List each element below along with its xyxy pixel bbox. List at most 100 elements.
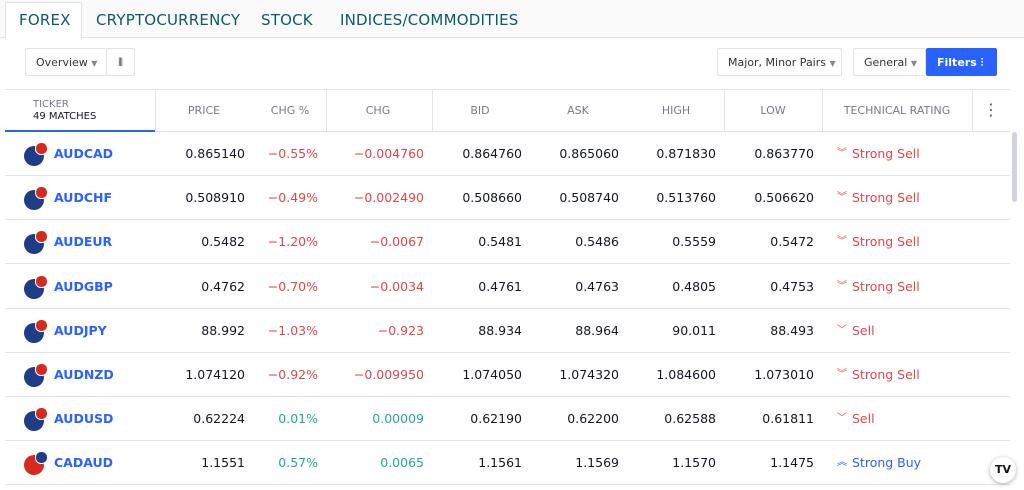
row-border: [5, 175, 1010, 176]
cell: −0.70%: [267, 278, 318, 294]
rating-icon: ︾: [837, 192, 847, 204]
flag-badge: [35, 186, 48, 200]
rating-icon: ︾: [837, 148, 847, 159]
pairs-dropdown[interactable]: Major, Minor Pairs ▼: [717, 48, 842, 76]
cell: 0.5482: [201, 234, 245, 250]
cell: 0.62224: [193, 411, 245, 427]
column-separator: [724, 89, 725, 132]
row-border: [5, 263, 1010, 265]
cell: 1.074050: [462, 367, 522, 382]
row-border: [5, 307, 1010, 309]
column-header[interactable]: CHG %: [270, 104, 310, 117]
cell: 0.513760: [656, 190, 716, 206]
cell: 0.865140: [185, 146, 245, 161]
ticker-link[interactable]: AUDNZD: [54, 367, 114, 382]
pairs-label: Major, Minor Pairs: [728, 56, 826, 69]
ticker-header[interactable]: TICKER: [33, 99, 69, 110]
cell: 0.4763: [575, 278, 619, 294]
cell: 0.5481: [478, 234, 522, 250]
cell: −0.49%: [267, 190, 318, 206]
cell: −0.92%: [267, 367, 318, 382]
ticker-link[interactable]: AUDEUR: [54, 234, 113, 250]
cell: −0.004760: [353, 146, 424, 161]
cell: 88.964: [575, 322, 619, 338]
columns-dropdown[interactable]: General ▼: [853, 48, 926, 76]
cell: 0.0065: [380, 455, 424, 471]
column-separator: [822, 89, 823, 132]
view-dropdown[interactable]: Overview ▼: [25, 48, 107, 76]
cell: 0.62200: [567, 411, 619, 427]
cell: 88.934: [478, 322, 522, 338]
cell: 88.493: [770, 322, 814, 338]
cell: 0.4805: [672, 278, 716, 294]
cell: −0.0034: [369, 278, 424, 294]
cell: 0.5486: [575, 234, 619, 250]
ticker-link[interactable]: AUDCHF: [54, 190, 112, 206]
cell: 0.864760: [462, 146, 522, 161]
column-header[interactable]: PRICE: [187, 104, 221, 117]
column-header[interactable]: TECHNICAL RATING: [843, 104, 951, 117]
ticker-link[interactable]: AUDGBP: [54, 278, 113, 294]
filters-label: Filters: [937, 56, 977, 69]
rating-icon: ︾: [837, 280, 847, 292]
tab[interactable]: STOCK: [261, 11, 313, 29]
rating-icon: ︾: [837, 236, 847, 248]
column-header[interactable]: CHG: [365, 104, 391, 117]
column-header[interactable]: BID: [470, 104, 490, 117]
cell: 0.01%: [278, 411, 318, 427]
cell: −1.03%: [267, 322, 318, 338]
cell: 0.62190: [470, 411, 522, 427]
ticker-link[interactable]: AUDCAD: [54, 146, 114, 161]
rating-icon: ︾: [837, 369, 847, 380]
cell: 0.4761: [478, 278, 522, 294]
flag-badge: [35, 318, 48, 332]
flag-badge: [35, 363, 48, 376]
row-border: [5, 484, 1010, 486]
scrollbar: [1012, 132, 1017, 202]
technical-rating: Strong Sell: [852, 234, 920, 250]
column-header[interactable]: ASK: [567, 104, 589, 117]
flag-badge: [35, 142, 48, 155]
ticker-link[interactable]: AUDJPY: [54, 322, 107, 338]
tab[interactable]: INDICES/COMMODITIES: [340, 11, 519, 29]
ticker-link[interactable]: CADAUD: [54, 455, 114, 471]
header-border: [5, 89, 1010, 132]
ticker-link[interactable]: AUDUSD: [54, 411, 114, 427]
cell: 1.1569: [575, 455, 619, 471]
row-border: [5, 440, 1010, 442]
ticker-underline: [5, 130, 155, 132]
technical-rating: Sell: [852, 322, 875, 338]
flag-badge: [35, 407, 48, 421]
row-border: [5, 351, 1010, 353]
logo: TV: [990, 457, 1016, 483]
column-header[interactable]: LOW: [760, 104, 786, 117]
cell: 0.61811: [762, 411, 814, 427]
cell: 90.011: [672, 322, 716, 338]
cell: 0.00009: [372, 411, 424, 427]
technical-rating: Strong Buy: [852, 455, 922, 471]
cell: 88.992: [201, 322, 245, 338]
row-border: [5, 396, 1010, 397]
layout-button[interactable]: ⫴: [106, 48, 135, 76]
technical-rating: Strong Sell: [852, 146, 920, 161]
technical-rating: Sell: [852, 411, 875, 427]
rating-icon: ︽: [837, 457, 847, 469]
technical-rating: Strong Sell: [852, 367, 920, 382]
cell: −0.923: [377, 322, 424, 338]
cell: 1.074320: [559, 367, 619, 382]
flag-badge: [35, 274, 48, 288]
caret: ▼: [829, 59, 836, 68]
cell: 0.508740: [559, 190, 619, 206]
column-separator: [972, 89, 973, 132]
columns-label: General: [864, 56, 908, 69]
tab[interactable]: CRYPTOCURRENCY: [96, 11, 241, 29]
column-header[interactable]: HIGH: [661, 104, 691, 117]
more-button[interactable]: ⋮: [983, 100, 999, 119]
tab[interactable]: FOREX: [19, 11, 71, 29]
filters-button[interactable]: Filters ⫶: [926, 48, 997, 76]
cell: 0.4753: [770, 278, 814, 294]
cell: 0.5559: [672, 234, 716, 250]
cell: 0.865060: [559, 146, 619, 161]
cell: 1.1551: [201, 455, 245, 471]
